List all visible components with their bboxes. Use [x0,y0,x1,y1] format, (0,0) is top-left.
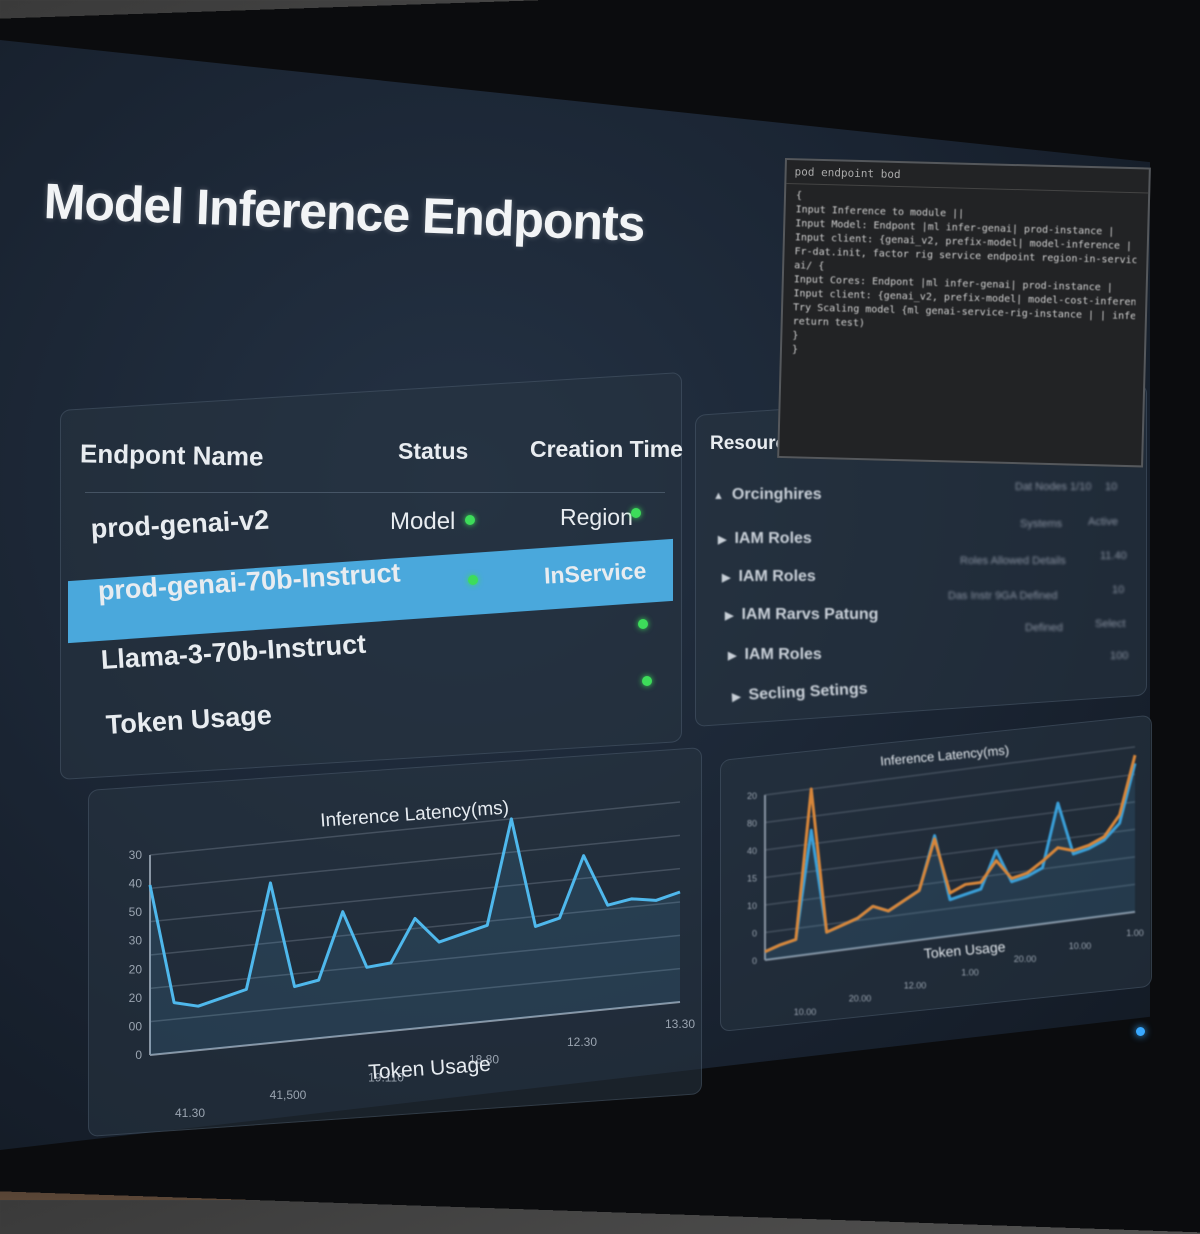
gridline [765,774,1135,822]
x-tick-label: 10.00 [1069,941,1092,951]
gridline [765,802,1135,850]
y-tick-label: 0 [752,956,757,966]
creation-text: InService [543,557,647,589]
x-tick-label: 1.00 [1126,928,1144,938]
status-dot [638,619,648,629]
resource-meta: Defined [1025,622,1063,634]
resource-item[interactable]: ▲Orcinghires [713,486,822,504]
resource-meta: 11.40 [1100,550,1127,562]
y-tick-label: 40 [747,846,757,856]
x-tick-label: 1.00 [961,967,979,977]
caret-right-icon: ▶ [725,610,733,622]
caret-right-icon: ▶ [728,650,736,662]
y-tick-label: 20 [747,791,757,801]
y-tick-label: 20 [129,962,143,976]
y-tick-label: 00 [129,1019,143,1033]
y-tick-label: 30 [129,848,143,862]
resource-meta: 10 [1105,481,1117,493]
resource-meta: Dat Nodes 1/10 [1015,481,1091,493]
y-tick-label: 20 [129,991,143,1005]
y-tick-label: 0 [752,929,757,939]
caret-right-icon: ▶ [718,534,726,546]
y-tick-label: 80 [747,819,757,829]
status-dot [465,515,475,525]
resource-item[interactable]: ▶IAM Roles [722,568,816,586]
series-area [150,819,680,1055]
x-tick-label: 10.00 [794,1007,817,1017]
chart-title: Inference Latency(ms) [320,797,510,831]
header-endpoint-name[interactable]: Endpont Name [80,438,264,472]
resource-meta: Select [1095,618,1126,630]
y-tick-label: 30 [129,934,143,948]
resource-meta: Systems [1020,518,1062,530]
upload-icon: ▲ [713,490,724,502]
status-dot [642,676,652,686]
resource-item[interactable]: ▶IAM Rarvs Patung [725,606,878,624]
code-editor-window[interactable]: pod endpoint bod { Input Inference to mo… [777,158,1151,467]
creation-text: Region [560,504,633,531]
x-axis-label: Token Usage [923,938,1006,961]
x-tick-label: 20.00 [1014,954,1037,964]
resource-meta: Das Instr 9GA Defined [948,590,1057,602]
secondary-latency-chart: Inference Latency(ms) 20 80 40 15 10 0 0 10.00 20… [725,730,1155,1040]
x-axis-label: Token Usage [368,1053,492,1084]
x-tick-label: 20.00 [849,994,872,1004]
y-tick-label: 0 [135,1048,142,1062]
resource-meta: Active [1088,516,1118,528]
latency-chart: Inference Latency(ms)30405030202000041.3… [95,760,695,1160]
power-led [1136,1027,1145,1036]
y-tick-label: 40 [129,877,143,891]
header-creation-time[interactable]: Creation Time [530,436,683,463]
divider [85,492,665,493]
y-tick-label: 10 [747,901,757,911]
resource-meta: 100 [1110,650,1128,662]
status-text: Model [390,508,455,536]
y-tick-label: 50 [129,905,143,919]
gridline [150,835,680,888]
caret-right-icon: ▶ [732,691,741,703]
x-tick-label: 12.30 [567,1035,597,1049]
x-tick-label: 41,500 [270,1088,307,1102]
x-tick-label: 41.30 [175,1106,205,1120]
resource-meta: 10 [1112,584,1124,596]
header-status[interactable]: Status [398,438,468,465]
code-content: { Input Inference to module || Input Mod… [782,184,1149,373]
resource-meta: Roles Allowed Details [960,555,1066,567]
chart-title: Inference Latency(ms) [880,742,1010,768]
resource-item[interactable]: ▶IAM Roles [728,646,822,664]
x-tick-label: 13.30 [665,1017,695,1031]
status-dot [631,508,641,518]
y-tick-label: 15 [747,874,757,884]
resource-item[interactable]: ▶IAM Roles [718,530,812,548]
x-tick-label: 12.00 [904,981,927,991]
status-dot [468,575,478,585]
caret-right-icon: ▶ [722,572,730,584]
